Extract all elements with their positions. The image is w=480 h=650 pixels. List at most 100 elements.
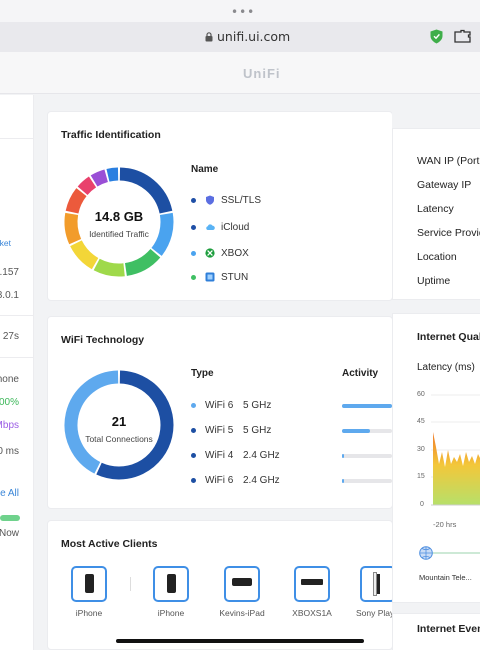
left-text-6: 00%: [0, 397, 19, 408]
latency-label: Latency: [417, 203, 454, 215]
internet-quality-card: Internet Quali Latency (ms) 60 45 30 15 …: [392, 313, 480, 603]
traffic-item-label: STUN: [221, 272, 249, 283]
most-active-clients-card: Most Active Clients iPhone iPhone Kevins…: [47, 520, 400, 650]
extension-icon[interactable]: [454, 29, 471, 43]
traffic-item[interactable]: STUN: [191, 272, 248, 283]
activity-bar-fill: [342, 454, 344, 458]
isp-name: Mountain Tele...: [419, 573, 472, 582]
client-item[interactable]: iPhone: [146, 566, 196, 618]
wifi-generation: WiFi 4: [205, 450, 234, 461]
client-item[interactable]: Sony PlayS: [348, 566, 408, 618]
wifi-total: 21 Total Connections: [64, 414, 174, 444]
client-item[interactable]: XBOXS1A: [284, 566, 340, 618]
activity-bar-fill: [342, 479, 344, 483]
divider: [0, 138, 34, 139]
legend-dot: [191, 224, 196, 230]
iphone-device-icon: [71, 566, 107, 602]
left-text-5: hone: [0, 374, 19, 385]
wifi-donut-segment-2[interactable]: [64, 370, 119, 474]
legend-dot: [191, 452, 196, 458]
name-column-header: Name: [191, 164, 219, 175]
traffic-donut-segment-3[interactable]: [124, 248, 161, 276]
wifi-band: 2.4 GHz: [243, 450, 280, 461]
traffic-item[interactable]: SSL/TLS: [191, 195, 261, 206]
traffic-donut-segment-2[interactable]: [151, 212, 174, 256]
wifi-row[interactable]: WiFi 4 2.4 GHz: [191, 450, 280, 461]
traffic-donut-segment-8[interactable]: [77, 176, 97, 196]
wifi-band: 5 GHz: [243, 400, 272, 411]
traffic-donut-segment-9[interactable]: [90, 169, 109, 187]
gateway-ip-label: Gateway IP: [417, 179, 472, 191]
legend-dot: [191, 402, 196, 408]
url-label: unifi.ui.com: [217, 29, 291, 44]
wifi-generation: WiFi 6: [205, 475, 234, 486]
wan-ip-label: WAN IP (Port: [417, 155, 480, 167]
address-bar[interactable]: unifi.ui.com: [0, 22, 480, 52]
activity-bar: [342, 454, 392, 458]
traffic-total-label: Identified Traffic: [89, 229, 149, 239]
client-name: Kevins-iPad: [219, 608, 265, 618]
traffic-item-label: XBOX: [221, 248, 249, 259]
iphone-device-icon: [153, 566, 189, 602]
traffic-donut-segment-7[interactable]: [65, 188, 87, 214]
wifi-row[interactable]: WiFi 5 5 GHz: [191, 425, 271, 436]
y-tick: 30: [417, 446, 425, 453]
wifi-total-value: 21: [111, 414, 127, 429]
wifi-donut-segment-1[interactable]: [96, 370, 174, 480]
latency-ms-label: Latency (ms): [417, 362, 475, 373]
left-summary-panel: ket .157 8.0.1 27s hone 00% Mbps 0 ms e …: [0, 95, 34, 650]
traffic-item[interactable]: XBOX: [191, 248, 249, 259]
y-tick: 15: [417, 473, 425, 480]
card-title: Most Active Clients: [61, 538, 158, 550]
traffic-donut-segment-4[interactable]: [93, 258, 125, 277]
url-text[interactable]: unifi.ui.com: [205, 29, 290, 44]
apple-tv-device-icon: [224, 566, 260, 602]
traffic-donut-segment-10[interactable]: [106, 167, 119, 182]
home-indicator[interactable]: [116, 639, 364, 643]
lock-icon: [205, 32, 213, 42]
left-text-8: 0 ms: [0, 446, 19, 457]
traffic-donut-chart: [64, 167, 174, 277]
activity-bar-fill: [342, 429, 370, 433]
traffic-identification-card: Traffic Identification 14.8 GB Identifie…: [47, 111, 393, 301]
client-item[interactable]: iPhone: [64, 566, 114, 618]
activity-bar-fill: [342, 404, 392, 408]
xbox-icon: [205, 248, 215, 258]
traffic-donut-segment-6[interactable]: [64, 212, 82, 245]
legend-dot: [191, 427, 196, 433]
see-all-link[interactable]: e All: [0, 488, 19, 499]
legend-dot: [191, 477, 196, 483]
wifi-donut-chart: [64, 370, 174, 480]
progress-bar: [0, 515, 20, 521]
traffic-donut-segment-1[interactable]: [119, 167, 173, 214]
divider: [0, 315, 34, 316]
latency-area-chart: [431, 394, 480, 506]
activity-column-header: Activity: [342, 368, 379, 379]
traffic-item-label: SSL/TLS: [221, 195, 262, 206]
traffic-item[interactable]: iCloud: [191, 222, 249, 233]
client-name: XBOXS1A: [292, 608, 332, 618]
window-dots-icon[interactable]: •••: [231, 5, 256, 19]
wifi-total-label: Total Connections: [85, 434, 153, 444]
card-title: Traffic Identification: [61, 129, 161, 141]
wifi-technology-card: WiFi Technology 21 Total Connections Typ…: [47, 316, 393, 509]
left-text-1[interactable]: ket: [0, 238, 11, 248]
left-text-7: Mbps: [0, 420, 19, 431]
client-item[interactable]: Kevins-iPad: [212, 566, 272, 618]
globe-icon[interactable]: [419, 546, 433, 560]
wifi-generation: WiFi 6: [205, 400, 234, 411]
xbox-console-device-icon: [294, 566, 330, 602]
type-column-header: Type: [191, 368, 214, 379]
y-tick: 0: [420, 501, 424, 508]
left-text-4: 27s: [2, 331, 19, 342]
legend-dot: [191, 274, 196, 280]
activity-bar: [342, 404, 392, 408]
x-tick: -20 hrs: [433, 520, 457, 529]
wifi-row[interactable]: WiFi 6 2.4 GHz: [191, 475, 280, 486]
y-tick: 45: [417, 418, 425, 425]
privacy-shield-icon[interactable]: [430, 29, 443, 44]
traffic-item-label: iCloud: [221, 222, 250, 233]
traffic-donut-segment-5[interactable]: [70, 240, 99, 270]
wifi-row[interactable]: WiFi 6 5 GHz: [191, 400, 271, 411]
isp-timeline: [423, 552, 480, 554]
